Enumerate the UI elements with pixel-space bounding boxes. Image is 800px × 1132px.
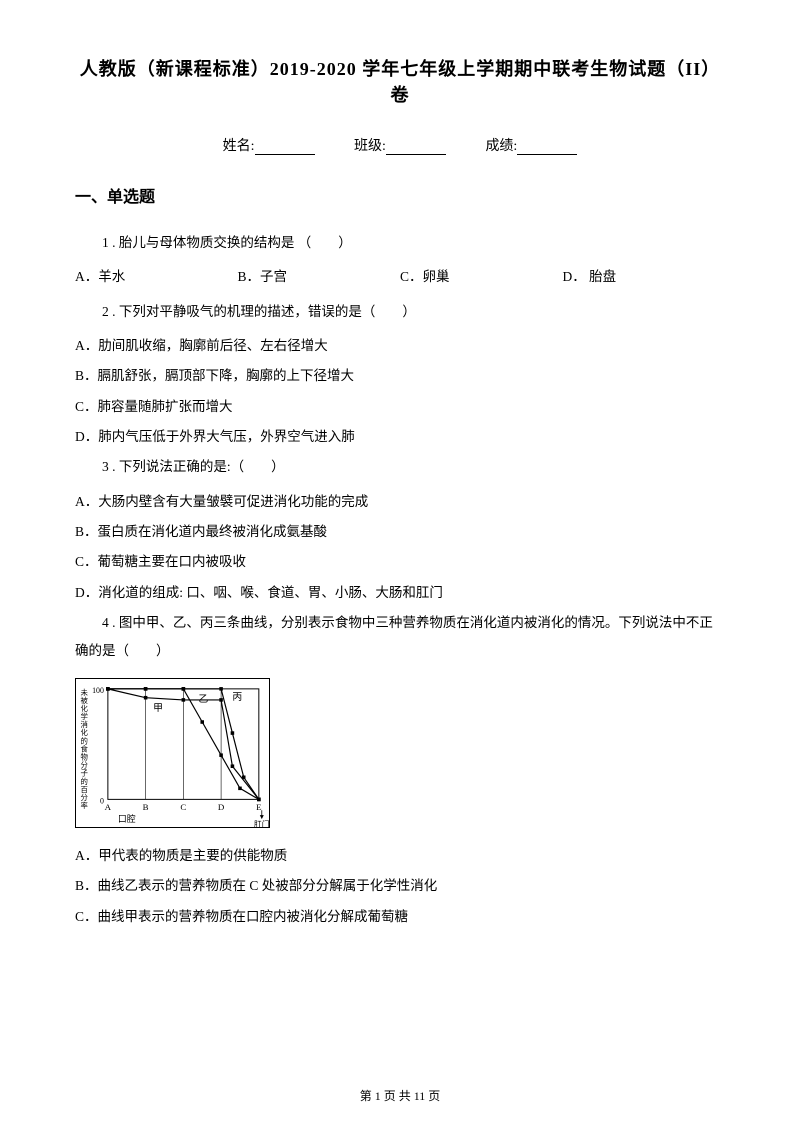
q2-opt-a: A．肋间肌收缩，胸廓前后径、左右径增大: [75, 332, 725, 360]
svg-text:A: A: [105, 802, 112, 812]
chart-container: 1000未被化学消化的食物分子的百分率ABCDE口腔肛门甲乙丙: [75, 678, 725, 828]
svg-text:E: E: [256, 802, 261, 812]
page-footer: 第 1 页 共 11 页: [0, 1087, 800, 1104]
q4-opt-b: B．曲线乙表示的营养物质在 C 处被部分分解属于化学性消化: [75, 872, 725, 900]
q1-opt-a: A．羊水: [75, 263, 238, 291]
q2-opt-d: D．肺内气压低于外界大气压，外界空气进入肺: [75, 423, 725, 451]
svg-text:肛门: 肛门: [254, 819, 269, 827]
q1-options: A．羊水 B．子宫 C．卵巢 D． 胎盘: [75, 263, 725, 291]
digestion-chart: 1000未被化学消化的食物分子的百分率ABCDE口腔肛门甲乙丙: [75, 678, 270, 828]
q4-text: 4 . 图中甲、乙、丙三条曲线，分别表示食物中三种营养物质在消化道内被消化的情况…: [75, 609, 725, 666]
score-label: 成绩:: [485, 139, 517, 154]
chart-svg: 1000未被化学消化的食物分子的百分率ABCDE口腔肛门甲乙丙: [76, 679, 269, 827]
name-field: 姓名:: [223, 135, 315, 155]
svg-text:B: B: [143, 802, 149, 812]
q1-opt-b: B．子宫: [238, 263, 401, 291]
q4-opt-c: C．曲线甲表示的营养物质在口腔内被消化分解成葡萄糖: [75, 903, 725, 931]
footer-total: 11: [414, 1089, 426, 1103]
svg-text:率: 率: [80, 801, 88, 810]
class-underline: [386, 141, 446, 155]
svg-text:100: 100: [92, 686, 104, 695]
class-field: 班级:: [354, 135, 446, 155]
svg-text:0: 0: [100, 796, 104, 805]
name-underline: [255, 141, 315, 155]
q2-opt-c: C．肺容量随肺扩张而增大: [75, 393, 725, 421]
header-fields: 姓名: 班级: 成绩:: [75, 135, 725, 155]
q4-opt-a: A．甲代表的物质是主要的供能物质: [75, 842, 725, 870]
section-heading: 一、单选题: [75, 183, 725, 207]
q3-opt-d: D．消化道的组成: 口、咽、喉、食道、胃、小肠、大肠和肛门: [75, 579, 725, 607]
svg-text:甲: 甲: [153, 703, 163, 714]
svg-text:C: C: [180, 802, 186, 812]
q3-text: 3 . 下列说法正确的是:（ ）: [75, 453, 725, 481]
q1-opt-d: D． 胎盘: [563, 263, 726, 291]
q1-opt-c: C．卵巢: [400, 263, 563, 291]
footer-middle: 页 共: [381, 1089, 414, 1103]
class-label: 班级:: [354, 139, 386, 154]
score-field: 成绩:: [485, 135, 577, 155]
footer-prefix: 第: [360, 1089, 375, 1103]
name-label: 姓名:: [223, 139, 255, 154]
svg-text:乙: 乙: [198, 693, 208, 705]
page-title: 人教版（新课程标准）2019-2020 学年七年级上学期期中联考生物试题（II）…: [75, 55, 725, 107]
q3-opt-c: C．葡萄糖主要在口内被吸收: [75, 548, 725, 576]
q1-text: 1 . 胎儿与母体物质交换的结构是 （ ）: [75, 229, 725, 257]
q3-opt-a: A．大肠内壁含有大量皱襞可促进消化功能的完成: [75, 488, 725, 516]
q2-text: 2 . 下列对平静吸气的机理的描述，错误的是（ ）: [75, 298, 725, 326]
svg-text:D: D: [218, 802, 225, 812]
svg-text:丙: 丙: [232, 692, 242, 703]
score-underline: [517, 141, 577, 155]
q2-opt-b: B．膈肌舒张，膈顶部下降，胸廓的上下径增大: [75, 362, 725, 390]
svg-text:口腔: 口腔: [118, 813, 136, 824]
q3-opt-b: B．蛋白质在消化道内最终被消化成氨基酸: [75, 518, 725, 546]
footer-suffix: 页: [425, 1089, 440, 1103]
